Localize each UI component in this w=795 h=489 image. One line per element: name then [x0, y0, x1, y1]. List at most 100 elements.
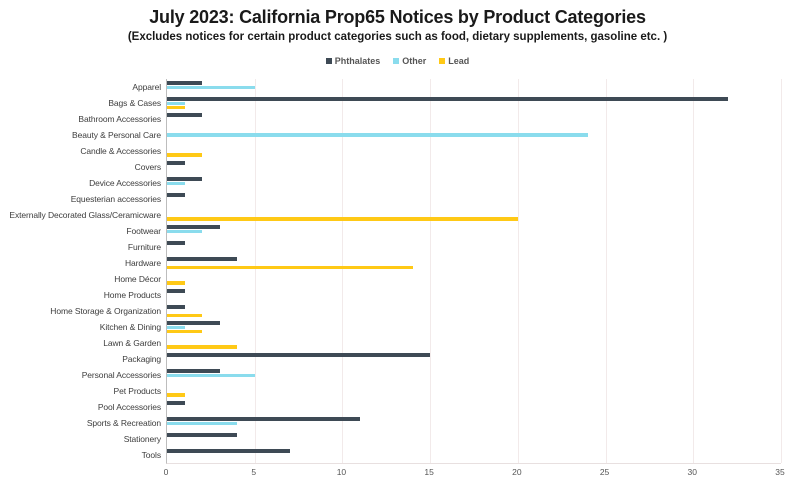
bar-slot — [167, 229, 781, 234]
bar-slot — [167, 234, 781, 238]
category-label: Pet Products — [113, 386, 162, 396]
bar-other — [167, 229, 203, 233]
gridline-30 — [693, 79, 695, 463]
bar-slot — [167, 225, 781, 229]
category-row: Pet Products — [114, 383, 781, 399]
bar-other — [167, 421, 238, 425]
bar-group — [167, 337, 781, 349]
category-row: Packaging — [122, 351, 781, 367]
x-tick-label: 5 — [251, 467, 257, 477]
legend-label: Other — [402, 56, 427, 66]
bar-slot — [167, 186, 781, 190]
bar-phthalates — [167, 113, 203, 117]
bar-slot — [167, 153, 781, 157]
legend-swatch-icon — [439, 58, 446, 64]
bar-phthalates — [167, 401, 185, 405]
category-row: Furniture — [128, 239, 781, 255]
category-label: Personal Accessories — [81, 370, 161, 380]
bar-slot — [167, 257, 781, 261]
category-row: Pool Accessories — [98, 399, 781, 415]
bar-lead — [167, 265, 413, 269]
legend-label: Lead — [448, 56, 470, 66]
chart-title: July 2023: California Prop65 Notices by … — [149, 7, 646, 27]
bar-slot — [167, 201, 781, 205]
bar-lead — [167, 153, 203, 157]
x-tick-label: 20 — [512, 467, 522, 477]
bar-lead — [167, 281, 185, 285]
bar-other — [167, 181, 185, 185]
category-label: Covers — [134, 162, 161, 172]
x-tick-label: 25 — [599, 467, 610, 477]
category-label: Lawn & Garden — [103, 338, 161, 348]
bar-phthalates — [167, 321, 220, 325]
bar-slot — [167, 369, 781, 373]
bar-other — [167, 373, 255, 377]
bar-slot — [167, 457, 781, 461]
bar-lead — [167, 329, 203, 334]
bar-group — [167, 417, 781, 430]
bar-phthalates — [167, 81, 203, 85]
category-row: Externally Decorated Glass/Ceramicware — [9, 207, 781, 223]
category-label: Stationery — [123, 434, 161, 444]
bar-slot — [167, 313, 781, 318]
bar-slot — [167, 449, 781, 453]
plot-area: Apparel Bags & Cases Bathroom Accessories B… — [9, 79, 782, 464]
bar-phthalates — [167, 241, 185, 245]
category-row: Device Accessories — [89, 175, 781, 191]
bar-slot — [167, 101, 781, 106]
bar-slot — [167, 417, 781, 421]
bar-slot — [167, 265, 781, 270]
bar-slot — [167, 161, 781, 165]
bar-slot — [167, 421, 781, 426]
bar-phthalates — [167, 225, 220, 229]
gridline-5 — [254, 79, 256, 463]
bar-slot — [167, 297, 781, 301]
category-label: Footwear — [126, 226, 161, 236]
category-row: Bags & Cases — [108, 95, 781, 111]
bar-lead — [167, 393, 185, 397]
category-label: Pool Accessories — [97, 402, 161, 412]
bar-group — [167, 193, 781, 205]
bar-slot — [167, 353, 781, 357]
category-row: Lawn & Garden — [103, 335, 781, 351]
bar-group — [167, 433, 781, 445]
bar-group — [167, 161, 781, 173]
bar-group — [167, 97, 781, 110]
category-label: Device Accessories — [89, 178, 161, 188]
bar-group — [167, 113, 781, 125]
x-tick-label: 35 — [775, 467, 785, 477]
gridline-35 — [781, 79, 782, 463]
category-label: Sports & Recreation — [86, 418, 161, 428]
x-axis: 0 5 10 15 20 25 30 35 — [163, 467, 785, 479]
bar-slot — [167, 373, 781, 378]
bar-slot — [167, 441, 781, 445]
category-row: Bathroom Accessories — [78, 111, 781, 127]
category-row: Personal Accessories — [82, 367, 781, 383]
legend-swatch-icon — [325, 58, 332, 64]
bar-slot — [167, 81, 781, 85]
bar-slot — [167, 289, 781, 293]
bar-slot — [167, 169, 781, 173]
bar-other — [167, 133, 589, 137]
bar-phthalates — [167, 369, 220, 373]
bar-phthalates — [167, 257, 238, 261]
category-label: Kitchen & Dining — [99, 322, 161, 332]
gridline-15 — [430, 79, 432, 463]
category-row: Beauty & Personal Care — [72, 127, 781, 143]
gridline-20 — [517, 79, 519, 463]
bar-slot — [167, 325, 781, 330]
x-tick-label: 30 — [687, 467, 698, 477]
bar-slot — [167, 329, 781, 334]
category-label: Tools — [141, 450, 161, 460]
bar-phthalates — [167, 353, 431, 357]
category-label: Home Storage & Organization — [50, 306, 161, 316]
x-tick-label: 0 — [163, 467, 169, 477]
category-row: Home Décor — [114, 271, 781, 287]
legend-label: Phthalates — [334, 56, 381, 66]
category-label: Hardware — [124, 258, 161, 268]
bar-group — [167, 289, 781, 301]
bar-slot — [167, 378, 781, 382]
bar-slot — [167, 249, 781, 253]
bar-slot — [167, 281, 781, 285]
